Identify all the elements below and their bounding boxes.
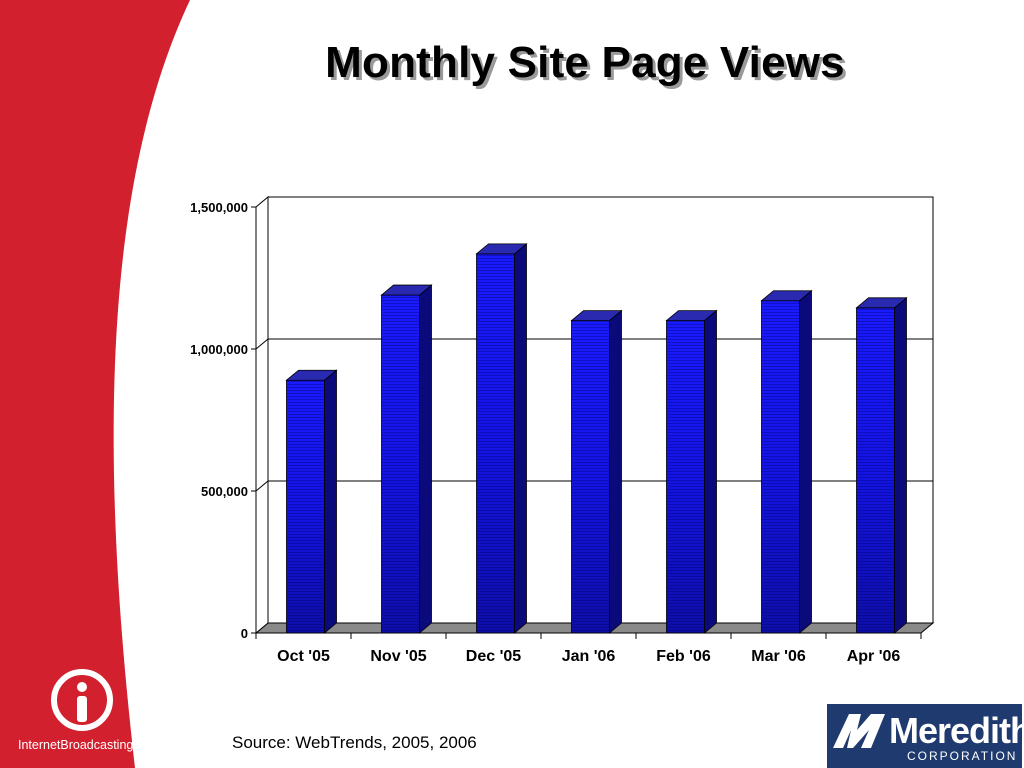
x-tick-label: Feb '06 [656, 648, 711, 665]
bar-top [570, 310, 623, 322]
internet-broadcasting-logo [51, 669, 113, 731]
bar [570, 309, 623, 634]
bar-side [514, 243, 527, 634]
bar-top [855, 297, 908, 309]
bar-front-stripes [761, 300, 800, 633]
meredith-wordmark: Meredith [889, 710, 1024, 751]
y-tick-label: 1,500,000 [190, 200, 248, 215]
y-tick-label: 500,000 [201, 484, 248, 499]
gridline-depth [255, 338, 269, 350]
x-tick-label: Nov '05 [370, 648, 426, 665]
bar-side [324, 369, 337, 634]
red-side-panel [0, 0, 190, 768]
internet-broadcasting-wordmark: InternetBroadcasting™ [18, 738, 146, 752]
bar-front-stripes [381, 295, 420, 633]
y-tick-label: 0 [241, 626, 248, 641]
bar-top [760, 290, 813, 302]
bar [665, 309, 718, 634]
x-tick-label: Jan '06 [562, 648, 616, 665]
bar-side [609, 309, 622, 634]
bar-top [665, 310, 718, 322]
bar [475, 243, 528, 634]
y-tick-label: 1,000,000 [190, 342, 248, 357]
bar-front-stripes [571, 320, 610, 633]
gridline-depth [255, 480, 269, 492]
page-views-chart: 0 500,000 1,000,000 1,500,000 Oct '05 Nov '05… [190, 195, 935, 665]
bar-top [285, 369, 338, 381]
source-note: Source: WebTrends, 2005, 2006 [232, 733, 477, 752]
bar-front-stripes [476, 253, 515, 634]
x-tick-label: Dec '05 [466, 648, 522, 665]
meredith-corporation-logo: Meredith CORPORATION [827, 704, 1024, 768]
bar [285, 369, 338, 634]
bar [760, 289, 813, 634]
meredith-m-icon [833, 714, 885, 748]
bar-side [704, 309, 717, 634]
bar [855, 296, 908, 634]
bar-front-stripes [666, 320, 705, 633]
x-tick-label: Oct '05 [277, 648, 330, 665]
meredith-corporation-text: CORPORATION [907, 749, 1018, 763]
slide-title: Monthly Site Page Views [325, 38, 845, 87]
bar-top [475, 243, 528, 255]
x-tick-label: Apr '06 [847, 648, 901, 665]
bar-side [799, 289, 812, 634]
bar-front-stripes [856, 307, 895, 633]
bar-top [380, 284, 433, 296]
bar-side [894, 296, 907, 634]
bar [380, 284, 433, 634]
bar-front-stripes [286, 380, 325, 633]
x-tick-label: Mar '06 [751, 648, 806, 665]
bar-side [419, 284, 432, 634]
chart-side-wall [255, 195, 269, 635]
